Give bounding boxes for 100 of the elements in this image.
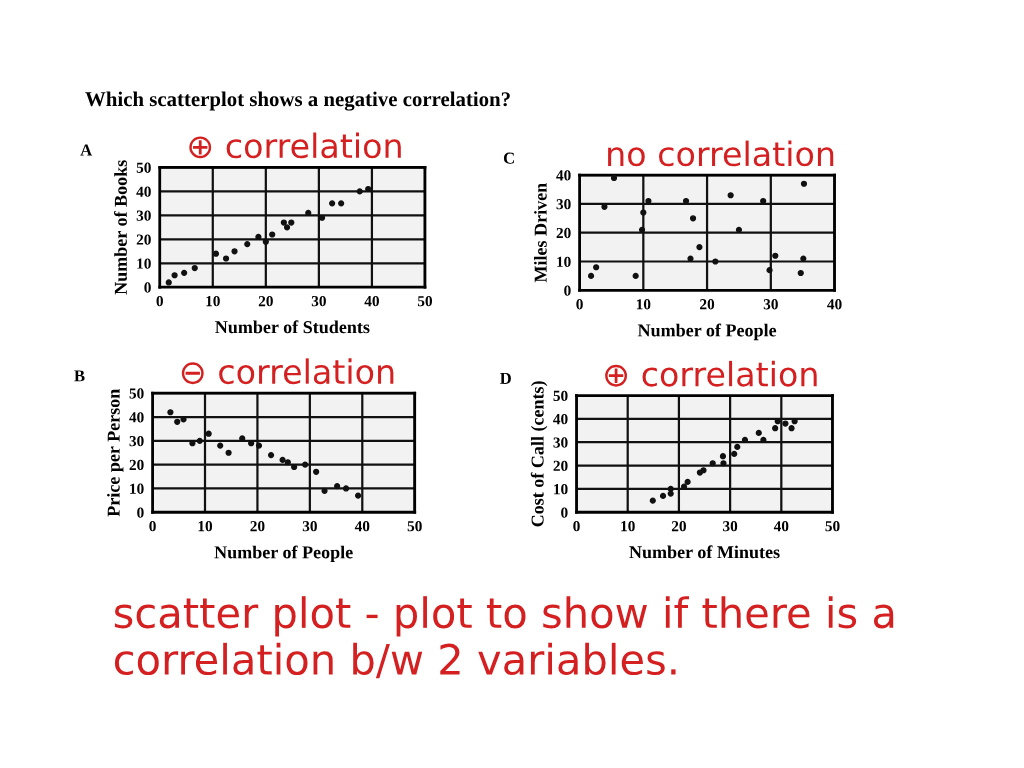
point	[284, 459, 291, 466]
point	[734, 443, 741, 450]
x-tick-label: 10	[636, 299, 651, 310]
chart-subtitle: ⊕ correlation	[189, 132, 401, 159]
point	[338, 200, 345, 207]
point	[720, 460, 727, 467]
point	[283, 224, 291, 231]
x-axis-title: Number of Minutes	[629, 545, 780, 559]
point	[269, 231, 276, 238]
point	[696, 244, 703, 251]
y-axis-title: Price per Person	[107, 389, 124, 517]
point	[196, 437, 203, 444]
point	[667, 490, 674, 497]
point	[659, 492, 667, 500]
point	[731, 450, 738, 457]
y-tick-label: 30	[129, 435, 144, 447]
y-tick-label: 0	[144, 282, 151, 293]
point	[181, 269, 188, 276]
y-tick-label: 10	[130, 483, 144, 494]
x-tick-label: 10	[621, 521, 635, 532]
point	[684, 478, 691, 486]
x-tick-label: 50	[825, 521, 840, 532]
point	[165, 279, 172, 286]
x-tick-label: 30	[311, 296, 326, 307]
y-tick-label: 40	[129, 412, 144, 423]
point	[649, 497, 656, 504]
y-axis-title: Cost of Call (cents)	[530, 381, 548, 527]
point	[262, 238, 269, 245]
y-tick-label: 20	[553, 460, 568, 472]
x-tick-label: 30	[302, 521, 317, 532]
y-tick-label: 50	[129, 388, 144, 399]
y-tick-label: 40	[136, 186, 151, 197]
x-tick-label: 0	[573, 521, 580, 532]
point	[174, 418, 181, 425]
x-tick-label: 30	[763, 299, 778, 310]
point	[354, 492, 362, 499]
point	[167, 409, 174, 416]
point	[766, 267, 773, 274]
point	[593, 264, 600, 271]
point	[632, 272, 639, 280]
point	[800, 180, 808, 187]
point	[171, 272, 178, 279]
point	[222, 255, 230, 262]
point	[700, 467, 707, 474]
point	[638, 226, 646, 233]
x-tick-label: 20	[700, 299, 715, 310]
point	[217, 442, 224, 449]
y-axis-title: Number of Books	[114, 160, 127, 295]
point	[329, 200, 336, 207]
point	[709, 460, 716, 467]
point	[689, 215, 697, 222]
y-tick-label: 50	[553, 390, 568, 401]
text: Which scatterplot shows a negative correlation?	[85, 91, 510, 111]
point	[727, 192, 734, 199]
point	[225, 449, 232, 456]
point	[231, 248, 238, 255]
y-axis-title: Miles Driven	[534, 183, 547, 283]
point	[788, 425, 795, 432]
y-tick-label: 10	[554, 484, 568, 495]
y-tick-label: 10	[557, 256, 571, 267]
point	[267, 452, 275, 459]
point	[280, 219, 287, 226]
chart-title: A	[80, 144, 93, 156]
point	[719, 453, 727, 460]
point	[755, 429, 762, 436]
x-tick-label: 20	[250, 521, 265, 532]
point	[342, 485, 350, 492]
y-tick-label: 30	[136, 210, 151, 221]
point	[212, 250, 220, 257]
x-axis-title: Number of Students	[215, 320, 370, 334]
x-axis-title: Number of People	[637, 323, 777, 341]
point	[772, 425, 779, 432]
chart-title: B	[74, 370, 85, 382]
chart-subtitle: ⊖ correlation	[181, 358, 394, 385]
x-tick-label: 0	[576, 299, 583, 310]
y-tick-label: 40	[556, 170, 571, 181]
y-tick-label: 30	[556, 199, 571, 210]
chart-title: C	[503, 152, 514, 164]
chart-subtitle: no correlation	[608, 140, 834, 167]
point	[255, 442, 263, 449]
point	[279, 456, 286, 463]
point	[782, 420, 789, 427]
point	[667, 485, 674, 493]
x-tick-label: 20	[671, 521, 686, 532]
chart-subtitle: ⊕ correlation	[605, 360, 817, 387]
y-tick-label: 30	[553, 437, 568, 448]
x-tick-label: 10	[198, 521, 213, 532]
y-tick-label: 10	[137, 258, 151, 269]
point	[797, 269, 804, 277]
point	[191, 264, 198, 272]
x-tick-label: 0	[156, 296, 163, 307]
chart-title: D	[500, 372, 511, 384]
point	[205, 430, 212, 437]
x-tick-label: 30	[723, 521, 738, 532]
point	[302, 461, 309, 468]
point	[244, 241, 251, 248]
x-tick-label: 50	[417, 296, 433, 307]
point	[735, 226, 743, 233]
x-axis-title: Number of People	[214, 545, 353, 563]
point	[640, 209, 647, 216]
